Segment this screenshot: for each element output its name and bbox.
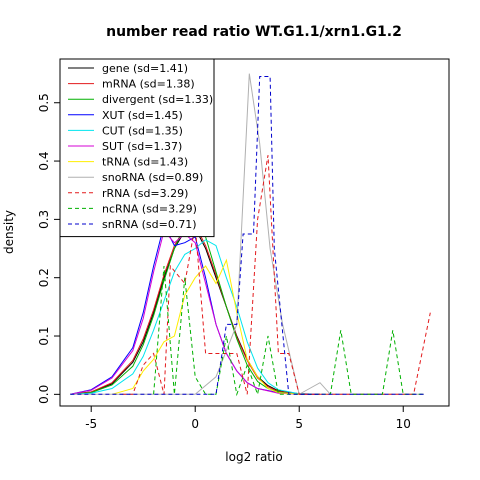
chart-title: number read ratio WT.G1.1/xrn1.G1.2 [106,24,402,40]
y-tick-label: 0.1 [37,326,51,345]
x-tick-label: -5 [85,417,97,431]
y-axis: 0.0 0.1 0.2 0.3 0.4 0.5 [37,93,60,404]
legend-entry: ncRNA (sd=3.29) [102,202,197,215]
y-tick-label: 0.5 [37,93,51,112]
series-line-gene [70,227,321,395]
series-line-sut [70,229,320,395]
legend: gene (sd=1.41) mRNA (sd=1.38) divergent (s… [59,58,215,238]
series-layer [70,73,431,397]
y-axis-label: density [2,210,16,254]
series-line-cut [70,239,321,395]
legend-box [59,58,215,238]
y-tick-label: 0.3 [37,210,51,229]
y-tick-label: 0.4 [37,152,51,171]
x-axis: -5 0 5 10 [85,405,411,431]
series-line-ncrna [153,265,424,397]
series-line-divergent [70,218,320,395]
y-tick-label: 0.0 [37,385,51,404]
x-tick-label: 0 [191,417,199,431]
y-tick-label: 0.2 [37,268,51,287]
series-line-trna [111,258,300,395]
legend-entry: XUT (sd=1.45) [102,109,183,122]
series-line-mrna [70,224,321,395]
legend-entry: divergent (sd=1.33) [102,93,213,106]
series-line-snorna [70,73,424,396]
legend-entry: mRNA (sd=1.38) [102,78,195,91]
x-tick-label: 5 [295,417,303,431]
series-line-rrna [122,155,431,395]
legend-entry: SUT (sd=1.37) [102,140,182,153]
legend-entry: snoRNA (sd=0.89) [102,171,203,184]
legend-entry: CUT (sd=1.35) [102,124,183,137]
legend-entry: snRNA (sd=0.71) [102,218,197,231]
x-tick-label: 10 [396,417,411,431]
x-axis-label: log2 ratio [225,450,282,464]
series-line-xut [70,223,320,395]
legend-entry: rRNA (sd=3.29) [102,187,188,200]
legend-entry: gene (sd=1.41) [102,62,188,75]
legend-entry: tRNA (sd=1.43) [102,156,188,169]
series-line-snrna [70,76,424,395]
